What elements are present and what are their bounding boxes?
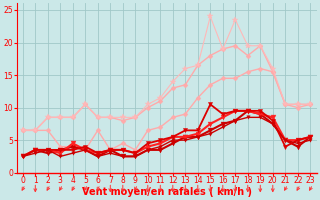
- X-axis label: Vent moyen/en rafales ( km/h ): Vent moyen/en rafales ( km/h ): [82, 187, 252, 197]
